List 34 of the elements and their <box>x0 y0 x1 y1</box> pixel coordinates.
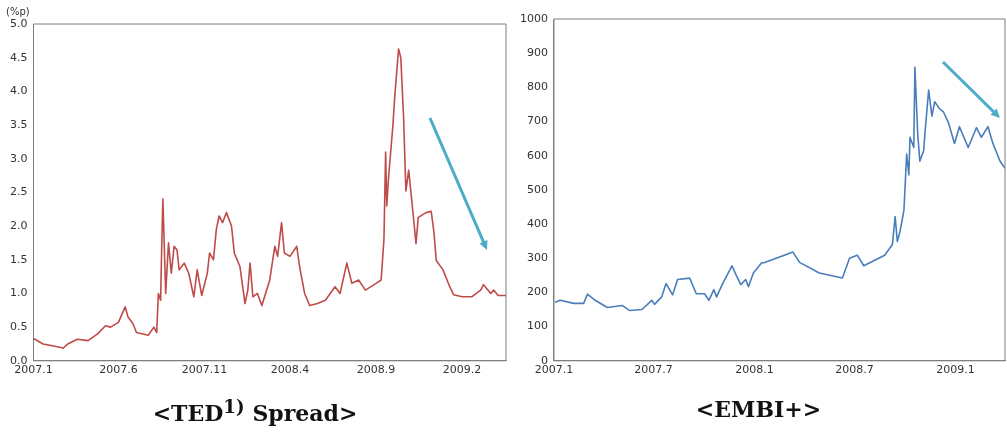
y-tick-label: 500 <box>526 182 548 196</box>
y-tick-label: 1.5 <box>9 252 28 266</box>
y-tick-label: 700 <box>526 114 548 128</box>
x-tick-label: 2008.1 <box>735 363 774 377</box>
y-tick-label: 400 <box>526 216 548 230</box>
x-tick-label: 2007.7 <box>634 363 673 377</box>
y-tick-label: 300 <box>526 251 548 265</box>
x-tick-label: 2008.7 <box>835 363 874 377</box>
y-tick-label: 3.0 <box>9 151 28 165</box>
y-tick-label: 3.5 <box>9 117 28 131</box>
y-tick-label: 1000 <box>519 11 548 25</box>
text: <EMBI+> <box>694 396 823 422</box>
y-axis-title: (%p) <box>6 6 30 17</box>
y-tick-label: 4.0 <box>9 84 28 98</box>
y-tick-label: 100 <box>526 319 548 333</box>
y-tick-label: 600 <box>526 148 548 162</box>
y-tick-label: 5.0 <box>9 16 28 30</box>
text: <TED$^{1)}$ Spread> <box>151 396 359 427</box>
x-tick-label: 2008.9 <box>356 363 396 377</box>
y-tick-label: 0.5 <box>9 319 28 333</box>
x-tick-label: 2009.2 <box>442 363 482 377</box>
x-tick-label: 2009.1 <box>936 363 975 377</box>
x-tick-label: 2007.1 <box>14 363 53 377</box>
y-tick-label: 2.5 <box>9 185 28 199</box>
y-tick-label: 800 <box>526 80 548 94</box>
y-tick-label: 1.0 <box>9 286 28 300</box>
x-tick-label: 2007.1 <box>534 363 574 377</box>
x-tick-label: 2007.11 <box>181 363 228 377</box>
y-tick-label: 2.0 <box>9 218 28 232</box>
y-tick-label: 200 <box>526 285 548 299</box>
x-tick-label: 2007.6 <box>99 363 138 377</box>
x-tick-label: 2008.4 <box>270 363 310 377</box>
y-tick-label: 4.5 <box>9 50 28 64</box>
y-tick-label: 900 <box>526 46 548 60</box>
